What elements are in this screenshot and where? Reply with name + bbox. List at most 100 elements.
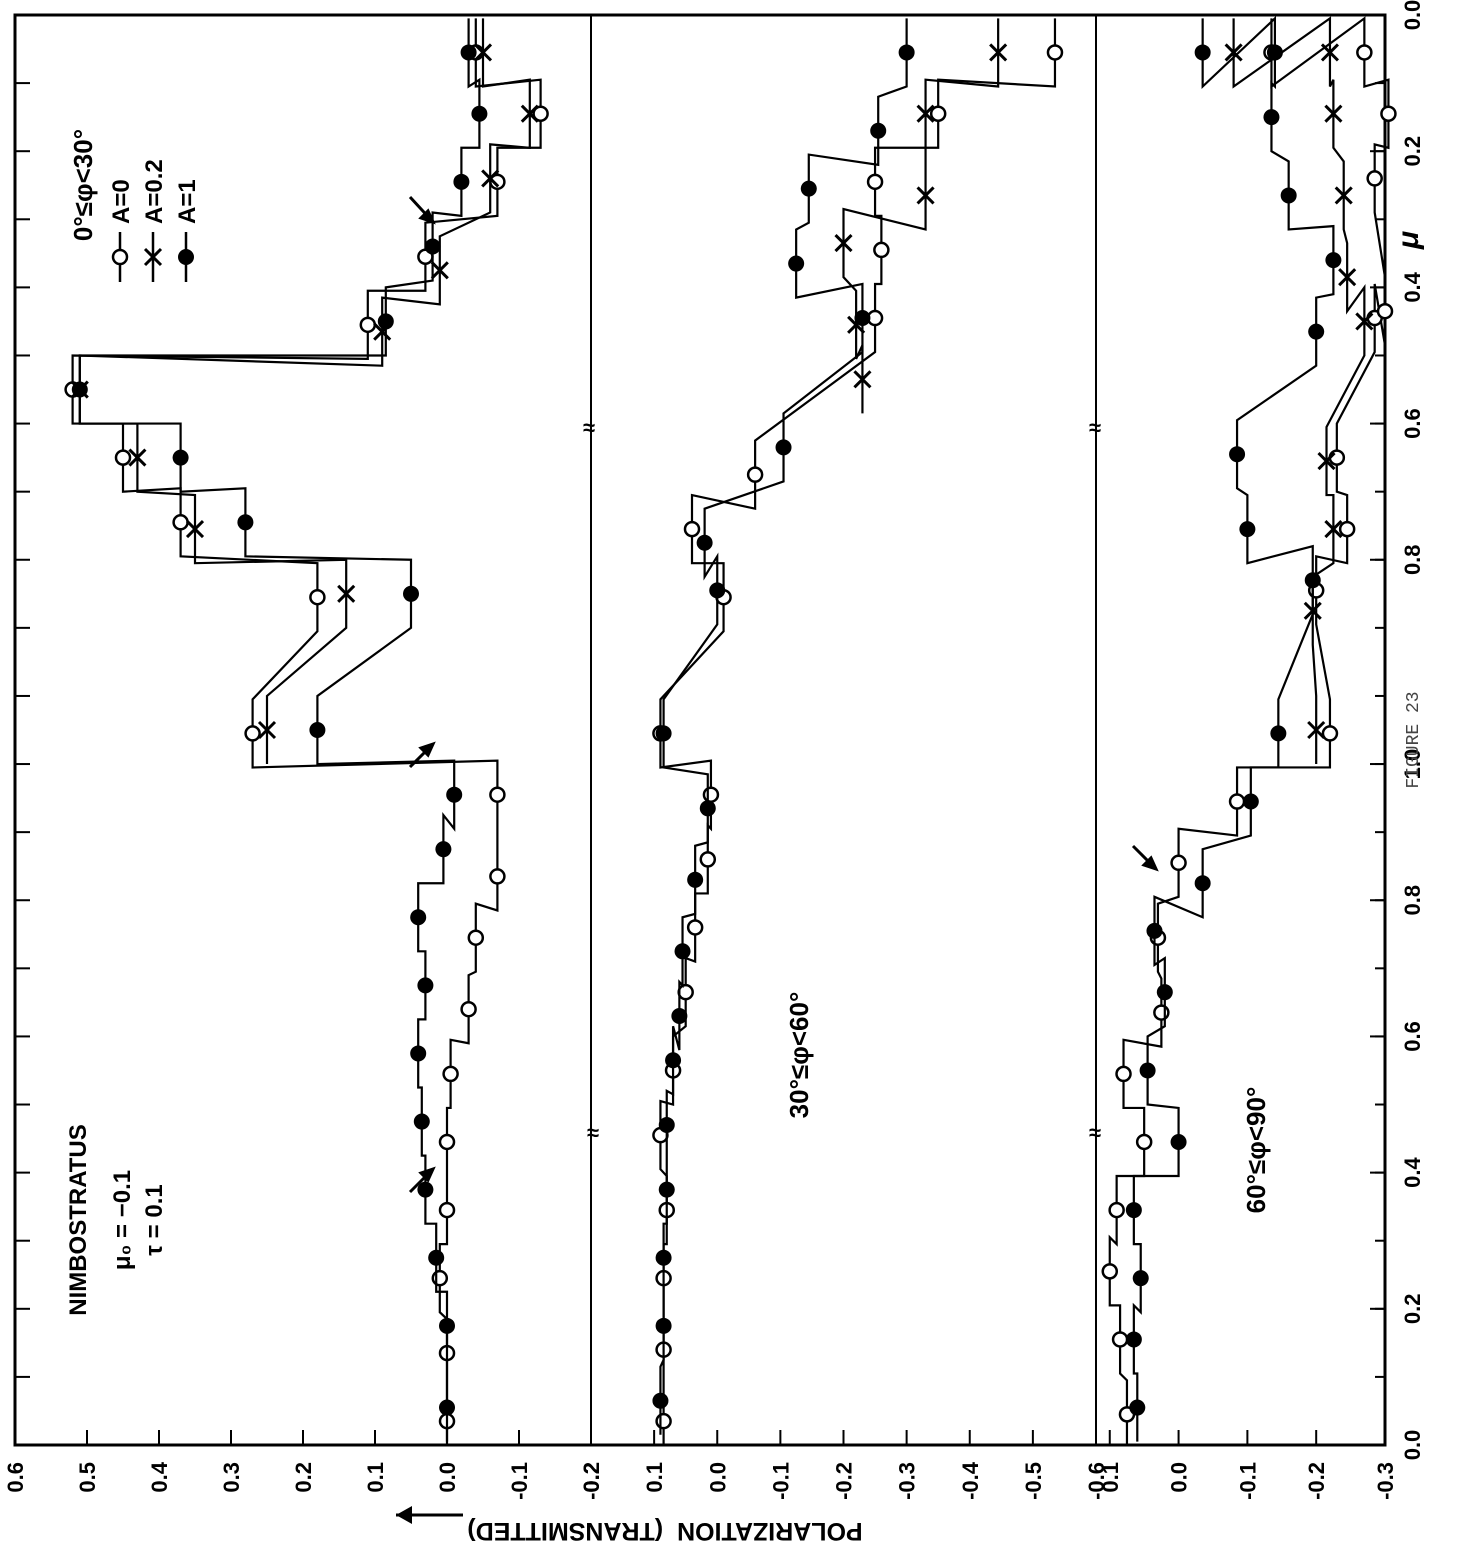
marker-open-circle: [460, 1000, 477, 1018]
pol-tick-label: -0.1: [1235, 1462, 1260, 1500]
pol-tick-label: -0.4: [958, 1461, 983, 1500]
marker-cross: [1317, 451, 1336, 471]
marker-filled-circle: [671, 1008, 688, 1024]
mu-tick-label: 0.2: [1400, 1294, 1425, 1325]
mu-tick-label-group: 0.2: [1400, 136, 1425, 167]
marker-open-circle: [1356, 44, 1373, 61]
mu-tick-label-group: 0.0: [1400, 0, 1425, 30]
mu-axis-ticks: 0.0 0.2 0.4 0.6 0.8 1.0 0.8 0.6 0.4 0.2 0.0: [15, 0, 1425, 1460]
pol-tick-label: -0.2: [832, 1462, 857, 1500]
pol-tick-label-group: 0.4: [147, 1461, 172, 1492]
pol-tick-label-group: -0.1: [507, 1462, 532, 1500]
marker-open-circle: [1228, 793, 1246, 810]
marker-open-circle: [683, 520, 701, 538]
marker-cross: [1338, 268, 1357, 287]
marker-cross: [1324, 104, 1343, 123]
marker-filled-circle: [800, 180, 817, 197]
frame-rect: [13, 13, 1387, 1447]
marker-filled-circle: [424, 238, 441, 255]
pol-tick-label-group: -0.4: [958, 1461, 983, 1500]
marker-open-circle: [1321, 725, 1339, 742]
break-mark-1: ≈: [583, 415, 595, 440]
marker-open-circle: [309, 588, 326, 606]
panel-label-3-group: 60°≤φ<90°: [1241, 1087, 1271, 1214]
marker-open-circle: [1046, 44, 1064, 61]
marker-open-circle: [114, 449, 132, 466]
marker-filled-circle: [1170, 1133, 1187, 1150]
mu-tick-label-group: 0.4: [1400, 271, 1425, 302]
series-step-line: [78, 18, 531, 765]
marker-open-circle: [655, 1412, 672, 1430]
marker-open-circle: [244, 725, 261, 742]
marker-open-circle: [467, 929, 485, 946]
x-axis-label: μ: [1392, 231, 1425, 250]
pol-tick-label: -0.2: [579, 1462, 604, 1500]
marker-filled-circle: [453, 173, 470, 190]
pol-tick-label: -0.1: [507, 1462, 532, 1500]
mu-tick-label-group: 0.8: [1400, 544, 1425, 575]
marker-cross: [916, 104, 935, 123]
pol-tick-label-group: 0.1: [363, 1462, 388, 1493]
marker-filled-circle: [665, 1052, 682, 1069]
marker-cross: [128, 448, 147, 467]
mu-tick-label: 0.0: [1400, 1430, 1425, 1461]
break-mark-2: ≈: [587, 1120, 599, 1145]
marker-filled-circle: [417, 977, 434, 994]
marker-filled-circle: [410, 909, 427, 926]
marker-open-circle: [1153, 1004, 1170, 1021]
break-mark-3: ≈: [1089, 415, 1101, 440]
mu-tick-label: 0.4: [1400, 271, 1425, 302]
pol-tick-label-group: -0.5: [1021, 1462, 1046, 1500]
pol-tick-label-group: 0.5: [75, 1462, 100, 1493]
pol-tick-label: 0.4: [147, 1461, 172, 1492]
param-tau-group: τ = 0.1: [141, 1184, 168, 1255]
pol-tick-label-group: 0.3: [219, 1462, 244, 1493]
marker-open-circle: [929, 105, 947, 122]
marker-filled-circle: [377, 313, 394, 330]
pol-tick-label-group: 0.6: [3, 1462, 28, 1493]
marker-open-circle: [866, 173, 884, 191]
marker-filled-circle: [674, 943, 691, 960]
plot-frame: [13, 13, 1387, 1447]
mu-tick-label: 0.4: [1400, 1157, 1425, 1188]
param-tau: τ = 0.1: [141, 1184, 168, 1255]
marker-filled-circle: [1266, 44, 1283, 61]
marker-open-circle: [699, 851, 717, 868]
marker-filled-circle: [655, 725, 672, 742]
legend-label: A=0: [108, 179, 135, 224]
pol-tick-label: 0.1: [642, 1462, 667, 1493]
param-mu0-group: μ₀ = −0.1: [109, 1170, 136, 1270]
pol-tick-label-group: -0.6: [1084, 1462, 1109, 1500]
break-mark-4: ≈: [1089, 1120, 1101, 1145]
marker-open-circle: [1380, 105, 1397, 122]
marker-filled-circle: [1125, 1331, 1142, 1348]
pol-tick-label: 0.2: [579, 1462, 604, 1493]
marker-cross: [337, 584, 356, 603]
marker-cross: [1307, 720, 1326, 740]
marker-open-circle: [1366, 170, 1383, 187]
marker-open-circle: [532, 105, 549, 122]
annotation-arrows: [408, 195, 1159, 1194]
mu-tick-label-group: 0.2: [1400, 1294, 1425, 1325]
panel-label-2-group: 30°≤φ<60°: [784, 992, 814, 1119]
series-step-line: [1108, 16, 1390, 1445]
marker-open-circle: [746, 466, 764, 483]
pol-tick-label: 0.0: [435, 1462, 460, 1493]
panel-label-3: 60°≤φ<90°: [1241, 1087, 1271, 1214]
marker-filled-circle: [1194, 44, 1211, 61]
marker-filled-circle: [1194, 875, 1211, 892]
pol-tick-label: 0.6: [3, 1462, 28, 1493]
series-step-line: [842, 18, 1000, 414]
marker-filled-circle: [687, 871, 704, 888]
marker-filled-circle: [460, 44, 477, 61]
marker-cross: [1334, 186, 1353, 205]
pol-tick-label-group: 0.0: [1167, 1462, 1192, 1493]
marker-filled-circle: [1129, 1399, 1146, 1416]
marker-filled-circle: [1263, 109, 1280, 126]
marker-open-circle: [431, 1269, 449, 1287]
marker-filled-circle: [1239, 521, 1256, 538]
marker-filled-circle: [898, 44, 915, 61]
mu-tick-label: 0.6: [1400, 408, 1425, 439]
mu-tick-label-group: 0.0: [1400, 1430, 1425, 1461]
